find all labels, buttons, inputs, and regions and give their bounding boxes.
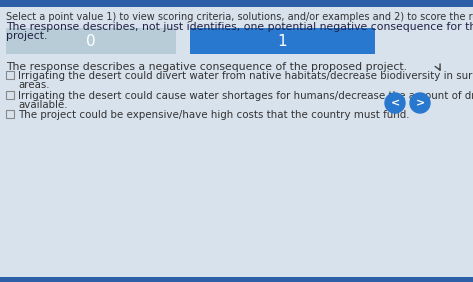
- Text: Irrigating the desert could divert water from native habitats/decrease biodivers: Irrigating the desert could divert water…: [18, 71, 473, 81]
- Circle shape: [385, 93, 405, 113]
- Text: The response describes, not just identifies, one potential negative consequence : The response describes, not just identif…: [6, 22, 473, 32]
- Text: areas.: areas.: [18, 80, 50, 90]
- Circle shape: [410, 93, 430, 113]
- FancyBboxPatch shape: [190, 28, 375, 54]
- Text: >: >: [415, 98, 425, 108]
- Text: Select a point value 1) to view scoring criteria, solutions, and/or examples and: Select a point value 1) to view scoring …: [6, 12, 473, 22]
- FancyBboxPatch shape: [0, 277, 473, 282]
- FancyBboxPatch shape: [6, 28, 176, 54]
- Text: Irrigating the desert could cause water shortages for humans/decrease the amount: Irrigating the desert could cause water …: [18, 91, 473, 101]
- Text: project.: project.: [6, 31, 47, 41]
- Text: 0: 0: [86, 34, 96, 49]
- FancyBboxPatch shape: [0, 0, 473, 7]
- Text: The project could be expensive/have high costs that the country must fund.: The project could be expensive/have high…: [18, 110, 410, 120]
- Text: The response describes a negative consequence of the proposed project.: The response describes a negative conseq…: [6, 62, 407, 72]
- Text: 1: 1: [277, 34, 287, 49]
- Text: available.: available.: [18, 100, 68, 110]
- Text: <: <: [390, 98, 400, 108]
